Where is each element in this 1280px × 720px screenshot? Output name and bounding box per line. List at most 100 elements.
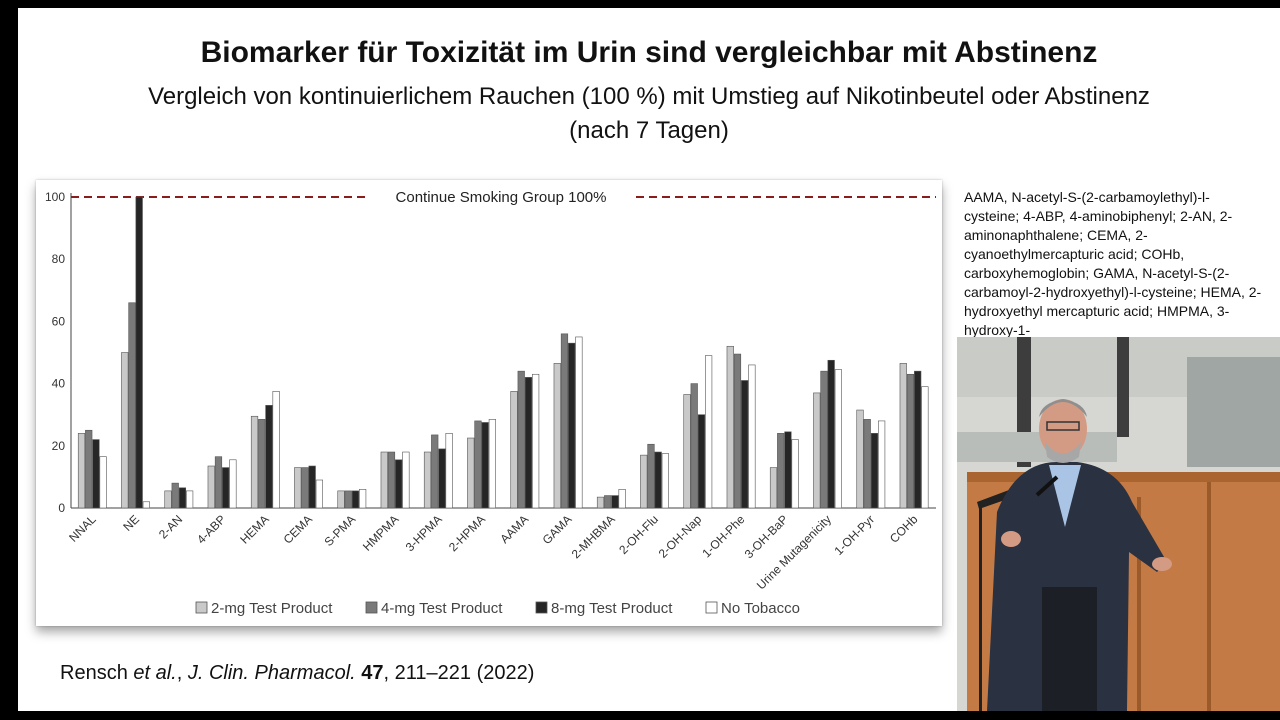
bar [207, 465, 215, 509]
x-tick-label: 1-OH-Phe [699, 512, 747, 560]
bar [186, 490, 194, 509]
bar [560, 333, 569, 509]
legend-label: No Tobacco [721, 600, 800, 617]
legend-label: 8-mg Test Product [551, 600, 673, 617]
reference-line-label: Continue Smoking Group 100% [396, 189, 607, 206]
bar [878, 420, 886, 509]
bar [474, 420, 482, 509]
x-tick-label: 2-OH-Nap [656, 512, 705, 561]
bar [914, 370, 922, 509]
bar [387, 451, 396, 509]
legend-label: 2-mg Test Product [211, 600, 333, 617]
bar [92, 439, 100, 509]
speaker-video-image [957, 337, 1280, 711]
bar [784, 431, 792, 509]
bar [481, 422, 489, 509]
x-tick-label: NE [120, 512, 142, 534]
x-tick-label: 3-HPMA [403, 512, 445, 554]
x-tick-label: AAMA [497, 512, 531, 546]
x-tick-label: 2-OH-Flu [616, 512, 661, 557]
x-tick-label: S-PMA [321, 512, 358, 549]
bar [164, 490, 172, 509]
bar [467, 437, 475, 509]
bar [337, 490, 345, 509]
subtitle-line-1: Vergleich von kontinuierlichem Rauchen (… [148, 83, 1150, 110]
bar [265, 405, 273, 509]
bar [294, 467, 302, 509]
bar [351, 490, 360, 509]
x-tick-label: COHb [887, 512, 921, 546]
bar [921, 386, 929, 509]
slide-title: Biomarker für Toxizität im Urin sind ver… [200, 36, 1098, 69]
bar [380, 451, 388, 509]
citation-volume: 47 [361, 662, 384, 684]
y-tick-label: 80 [52, 252, 66, 266]
x-tick-label: Urine Mutagenicity [754, 512, 834, 592]
bar [445, 433, 453, 509]
bar-chart: Continue Smoking Group 100% 0 20 40 60 80 100… [45, 189, 936, 617]
bar [856, 409, 864, 509]
bar [85, 429, 93, 509]
x-tick-label: 1-OH-Pyr [832, 512, 878, 558]
bar [820, 370, 828, 509]
bar [791, 439, 799, 509]
bar [359, 489, 367, 509]
bar [813, 392, 821, 509]
bar [827, 359, 835, 509]
bar [899, 363, 907, 509]
subtitle-line-2: (nach 7 Tagen) [569, 117, 729, 144]
bar [431, 434, 439, 509]
bar [524, 377, 533, 509]
bar [568, 342, 576, 509]
bar [618, 489, 626, 509]
bar [308, 465, 316, 509]
y-tick-label: 0 [58, 501, 65, 515]
bar [661, 453, 669, 509]
legend-swatch [705, 601, 718, 614]
citation-journal: J. Clin. Pharmacol. [187, 662, 356, 684]
bar [733, 353, 742, 509]
bar [344, 490, 352, 509]
bar [402, 451, 410, 509]
bar [575, 336, 583, 509]
bar [611, 495, 619, 509]
bar [258, 419, 266, 509]
bar [510, 391, 518, 509]
x-tick-label: 2-HPMA [446, 512, 488, 554]
bar [214, 456, 223, 509]
bar [128, 302, 136, 509]
bar [222, 467, 230, 509]
y-tick-label: 40 [52, 377, 66, 391]
bar [726, 345, 734, 509]
bar [77, 433, 86, 509]
x-tick-label: 4-ABP [194, 512, 228, 546]
citation-pages: , 211–221 (2022) [383, 662, 535, 684]
bar [99, 456, 107, 509]
bar [906, 373, 915, 509]
bar [870, 433, 879, 509]
bar [250, 415, 259, 509]
x-tick-label: 2-MHBMA [569, 512, 618, 561]
bar [640, 454, 648, 509]
x-tick-label: 2-AN [156, 512, 185, 541]
bar [488, 419, 496, 509]
bar [171, 482, 179, 509]
chart-panel: Continue Smoking Group 100% 0 20 40 60 80 100… [36, 180, 942, 626]
bar [604, 495, 612, 509]
bar [517, 370, 525, 509]
citation: Rensch et al., J. Clin. Pharmacol. 47, 2… [60, 662, 535, 684]
bar [395, 459, 403, 509]
bar [532, 373, 540, 509]
bar [423, 451, 432, 509]
x-tick-label: NNAL [66, 512, 99, 545]
y-tick-label: 20 [52, 439, 66, 453]
speaker-video [957, 337, 1280, 711]
bar [705, 355, 713, 509]
y-tick-label: 100 [45, 190, 65, 204]
bar [834, 369, 842, 509]
bar [777, 433, 785, 509]
bar [863, 419, 871, 509]
legend-swatch [365, 601, 378, 614]
bar [315, 479, 323, 509]
bar [229, 459, 237, 509]
